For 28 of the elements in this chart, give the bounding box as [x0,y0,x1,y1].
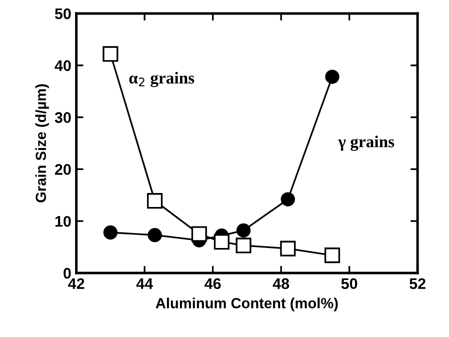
point [280,240,296,256]
point [103,225,118,240]
point [102,46,118,62]
point [191,226,207,242]
x-tick-label: 52 [410,278,426,290]
annotation: α$_{2}$ grains [129,72,194,88]
point [147,193,163,209]
x-tick-label: 48 [272,278,290,290]
annotation: γ grains [338,136,394,151]
point [236,238,252,254]
x-tick-label: 42 [68,278,84,289]
y-tick-label: 50 [54,8,71,20]
point [280,192,295,206]
x-tick-label: 50 [341,278,358,290]
point [148,228,162,242]
y-tick-label: 30 [54,112,71,123]
y-tick-label: 40 [54,60,71,72]
x-tick-label: 46 [204,278,221,290]
point [324,248,340,264]
y-axis-title: Grain Size (d/µm) [35,84,49,202]
point [236,223,251,238]
point [325,70,340,84]
y-tick-label: 0 [64,268,71,279]
x-tick-label: 44 [136,278,153,289]
y-tick-label: 10 [55,216,71,227]
point [214,234,230,250]
y-tick-label: 20 [55,164,71,175]
x-axis-title: Aluminum Content (mol%) [156,298,338,312]
